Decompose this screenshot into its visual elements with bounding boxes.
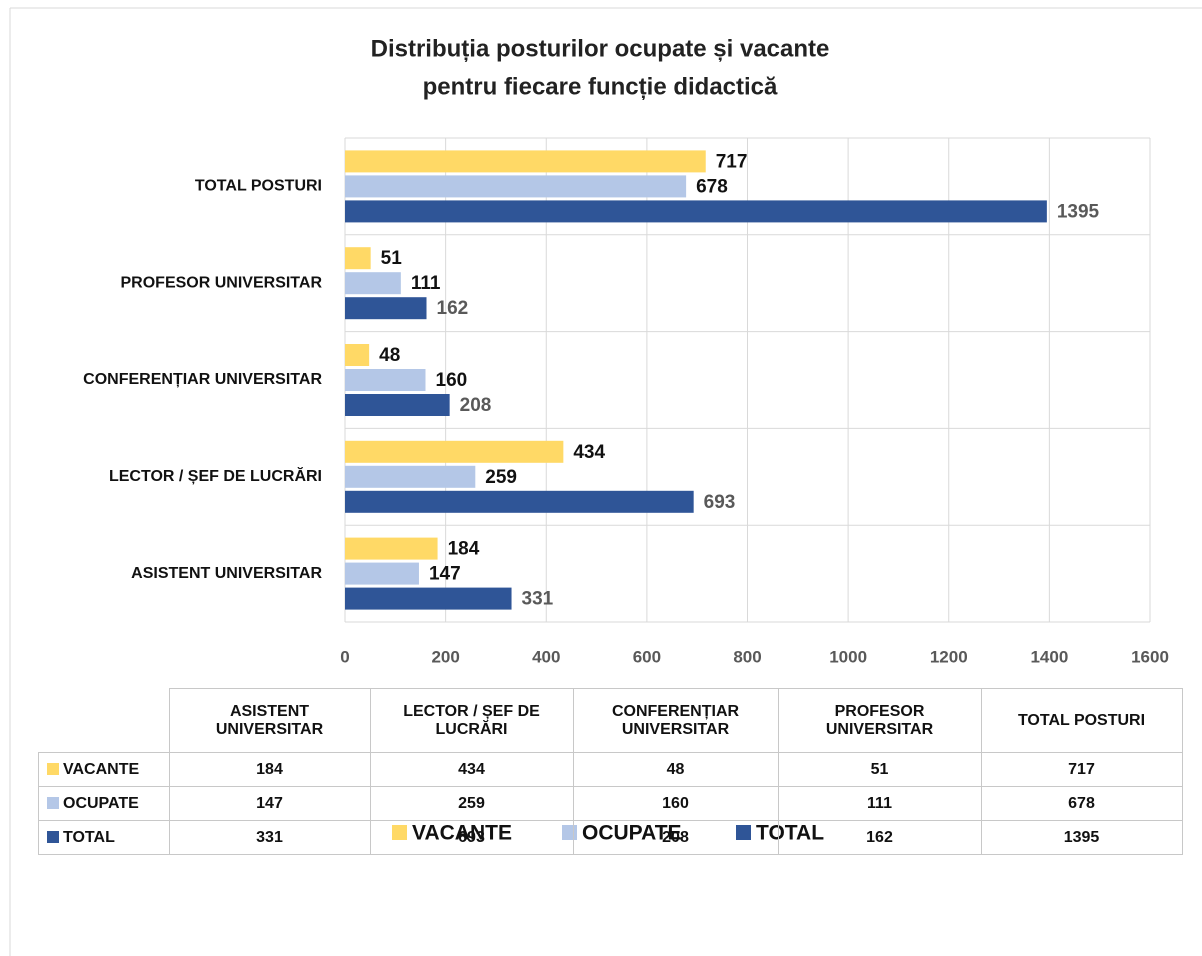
bar bbox=[345, 297, 427, 320]
y-tick-label: CONFERENȚIAR UNIVERSITAR bbox=[83, 371, 322, 388]
bar bbox=[345, 587, 512, 610]
data-label: 111 bbox=[411, 273, 441, 294]
bar bbox=[345, 440, 564, 463]
data-label: 259 bbox=[485, 467, 517, 488]
table-swatch bbox=[47, 762, 59, 775]
x-tick-label: 1000 bbox=[829, 647, 867, 666]
x-tick-label: 0 bbox=[340, 647, 349, 666]
table-cell: 51 bbox=[777, 752, 982, 787]
table-swatch bbox=[47, 796, 59, 809]
table-cell: 147 bbox=[168, 786, 371, 821]
table-cell: 693 bbox=[369, 820, 574, 855]
table-cell: 208 bbox=[572, 820, 779, 855]
table-row-label: VACANTE bbox=[63, 760, 140, 778]
table-cell: 678 bbox=[980, 786, 1183, 821]
table-cell: 160 bbox=[572, 786, 779, 821]
x-tick-label: 600 bbox=[633, 647, 661, 666]
x-tick-label: 1400 bbox=[1030, 647, 1068, 666]
bar bbox=[345, 465, 476, 488]
data-label: 1395 bbox=[1057, 201, 1100, 222]
table-row-label: TOTAL bbox=[63, 828, 115, 846]
x-tick-label: 400 bbox=[532, 647, 560, 666]
table-cell: 1395 bbox=[980, 820, 1183, 855]
data-label: 147 bbox=[429, 564, 461, 585]
table-row-label: OCUPATE bbox=[63, 794, 139, 812]
bar bbox=[345, 150, 706, 173]
data-label: 717 bbox=[716, 151, 748, 172]
table-header: LECTOR / ȘEF DE LUCRĂRI bbox=[403, 702, 540, 738]
y-tick-label: LECTOR / ȘEF DE LUCRĂRI bbox=[109, 466, 322, 485]
bar bbox=[345, 200, 1047, 223]
data-label: 51 bbox=[381, 248, 403, 269]
chart-title: pentru fiecare funcție didactică bbox=[423, 73, 778, 100]
data-label: 160 bbox=[436, 370, 468, 391]
bar bbox=[345, 247, 371, 270]
table-cell: 717 bbox=[980, 752, 1183, 787]
data-label: 434 bbox=[573, 442, 605, 463]
bar bbox=[345, 562, 419, 585]
bar bbox=[345, 175, 687, 198]
x-tick-label: 1200 bbox=[930, 647, 968, 666]
table-swatch bbox=[47, 830, 59, 843]
data-label: 162 bbox=[437, 298, 469, 319]
table-cell: 434 bbox=[369, 752, 574, 787]
bar bbox=[345, 490, 694, 513]
x-tick-label: 200 bbox=[431, 647, 459, 666]
bar bbox=[345, 394, 450, 416]
data-label: 208 bbox=[460, 395, 492, 416]
data-label: 331 bbox=[522, 589, 554, 610]
bar bbox=[345, 344, 370, 366]
data-label: 678 bbox=[696, 176, 728, 197]
table-header: TOTAL POSTURI bbox=[1017, 711, 1146, 729]
data-label: 693 bbox=[704, 492, 736, 513]
table-cell: 184 bbox=[168, 752, 371, 787]
table-cell: 111 bbox=[777, 786, 982, 821]
y-tick-label: TOTAL POSTURI bbox=[195, 178, 322, 195]
data-table: ASISTENT UNIVERSITAR LECTOR / ȘEF DE LUCR… bbox=[38, 688, 1183, 855]
table-header: CONFERENȚIAR UNIVERSITAR bbox=[611, 702, 740, 738]
bar bbox=[345, 272, 401, 295]
x-tick-label: 800 bbox=[733, 647, 761, 666]
chart-title: Distribuția posturilor ocupate și vacant… bbox=[371, 35, 830, 62]
table-cell: 259 bbox=[369, 786, 574, 821]
table-header: PROFESOR UNIVERSITAR bbox=[825, 702, 934, 738]
bar bbox=[345, 537, 438, 560]
table-corner bbox=[38, 688, 170, 753]
y-tick-label: ASISTENT UNIVERSITAR bbox=[131, 565, 322, 582]
data-label: 48 bbox=[379, 345, 400, 366]
x-tick-label: 1600 bbox=[1131, 647, 1169, 666]
data-label: 184 bbox=[448, 539, 480, 560]
y-tick-label: PROFESOR UNIVERSITAR bbox=[121, 274, 323, 291]
table-cell: 331 bbox=[168, 820, 371, 855]
bar bbox=[345, 369, 426, 391]
table-header: ASISTENT UNIVERSITAR bbox=[215, 702, 324, 738]
table-cell: 48 bbox=[572, 752, 779, 787]
table-cell: 162 bbox=[777, 820, 982, 855]
